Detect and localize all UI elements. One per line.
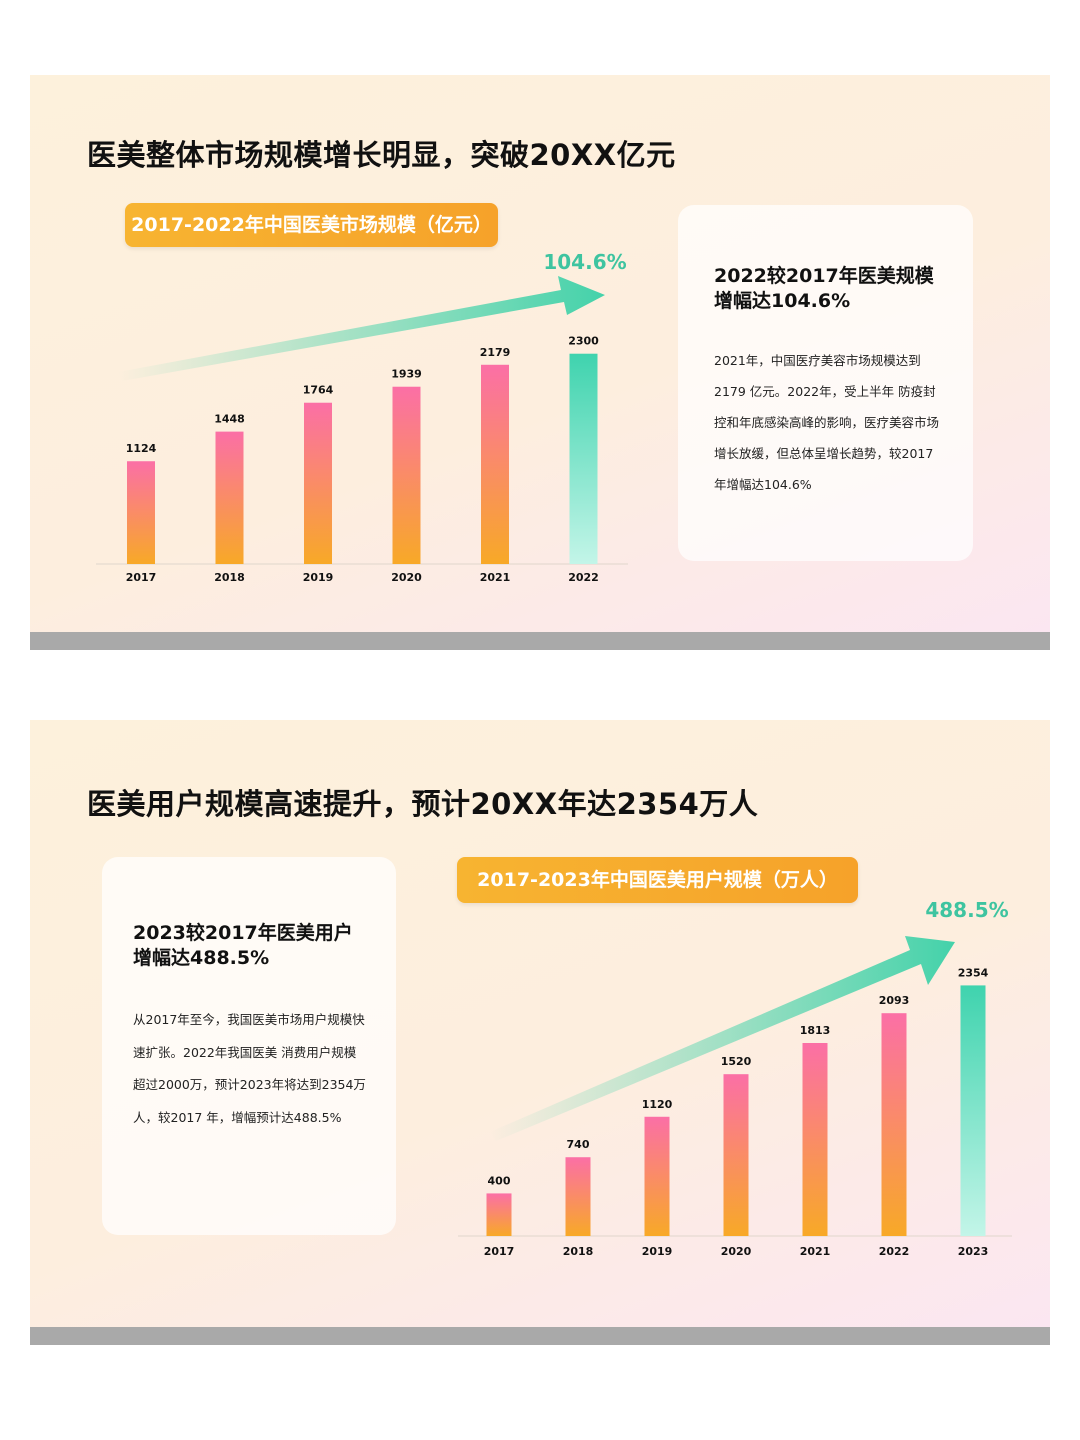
market-size-bar-chart: 104.6% 1124 1448 1764 1939 2179 2300 2017 2018… xyxy=(96,250,628,584)
bar-value-label: 2179 xyxy=(480,346,511,359)
slide-market-size: 医美整体市场规模增长明显，突破20XX亿元 2017-2022年中国医美市场规模… xyxy=(30,75,1050,650)
bar-value-label: 1813 xyxy=(800,1024,831,1037)
x-tick-label: 2020 xyxy=(721,1245,752,1258)
summary-heading: 2022较2017年医美规模增幅达104.6% xyxy=(714,265,934,312)
bar-2017 xyxy=(127,461,155,564)
bar-value-label: 740 xyxy=(567,1138,590,1151)
bar-2019 xyxy=(304,402,332,564)
bar-value-label: 1448 xyxy=(214,413,245,426)
bar-2022 xyxy=(569,353,598,564)
bar-value-label: 400 xyxy=(488,1174,511,1187)
summary-card: 2022较2017年医美规模增幅达104.6% 2021年，中国医疗美容市场规模… xyxy=(678,205,973,561)
bar-value-label: 2300 xyxy=(568,335,599,348)
bar-2023 xyxy=(960,985,986,1236)
chart-title-pill: 2017-2023年中国医美用户规模（万人） xyxy=(457,857,858,903)
bar-2022 xyxy=(881,1013,907,1236)
x-tick-label: 2019 xyxy=(303,571,334,584)
summary-text: 从2017年至今，我国医美市场用户规模快速扩张。2022年我国医美 消费用户规模… xyxy=(133,1012,366,1125)
x-tick-label: 2023 xyxy=(958,1245,989,1258)
bar-2018 xyxy=(215,431,244,564)
slide-title: 医美整体市场规模增长明显，突破20XX亿元 xyxy=(87,138,676,172)
x-tick-label: 2020 xyxy=(391,571,422,584)
growth-rate-label: 104.6% xyxy=(543,250,626,274)
bar-value-label: 1939 xyxy=(391,368,422,381)
x-tick-label: 2019 xyxy=(642,1245,673,1258)
summary-card: 2023较2017年医美用户增幅达488.5% 从2017年至今，我国医美市场用… xyxy=(102,857,396,1235)
x-tick-label: 2022 xyxy=(879,1245,910,1258)
slide-title: 医美用户规模高速提升，预计20XX年达2354万人 xyxy=(87,787,759,821)
bar-value-label: 1764 xyxy=(303,384,334,397)
bar-2020 xyxy=(392,386,421,564)
summary-heading: 2023较2017年医美用户增幅达488.5% xyxy=(133,922,353,969)
growth-arrow xyxy=(490,936,955,1141)
growth-arrow xyxy=(118,276,605,381)
bar-2017 xyxy=(486,1193,512,1236)
growth-rate-label: 488.5% xyxy=(925,898,1008,922)
footer-bar xyxy=(30,1327,1050,1345)
x-tick-label: 2021 xyxy=(800,1245,831,1258)
slide-user-scale: 医美用户规模高速提升，预计20XX年达2354万人 2023较2017年医美用户… xyxy=(30,720,1050,1345)
bar-value-label: 1520 xyxy=(721,1055,752,1068)
bar-2021 xyxy=(802,1043,828,1236)
x-tick-label: 2018 xyxy=(214,571,245,584)
chart-title-pill: 2017-2022年中国医美市场规模（亿元） xyxy=(125,203,498,247)
bar-value-label: 2354 xyxy=(958,966,989,979)
bar-value-label: 1120 xyxy=(642,1098,673,1111)
user-scale-bar-chart: 488.5% 400 740 1120 1520 1813 2093 2354 2017 20… xyxy=(458,898,1012,1258)
bar-2019 xyxy=(644,1116,670,1236)
bar-2020 xyxy=(723,1074,749,1236)
bar-value-label: 1124 xyxy=(126,442,157,455)
x-tick-label: 2018 xyxy=(563,1245,594,1258)
x-tick-label: 2017 xyxy=(126,571,157,584)
bar-2018 xyxy=(565,1157,591,1236)
summary-text: 2021年，中国医疗美容市场规模达到2179 亿元。2022年，受上半年 防疫封… xyxy=(714,353,940,492)
footer-bar xyxy=(30,632,1050,650)
x-tick-label: 2022 xyxy=(568,571,599,584)
bar-2021 xyxy=(481,364,509,564)
x-tick-label: 2021 xyxy=(480,571,511,584)
x-tick-label: 2017 xyxy=(484,1245,515,1258)
bar-value-label: 2093 xyxy=(879,994,910,1007)
